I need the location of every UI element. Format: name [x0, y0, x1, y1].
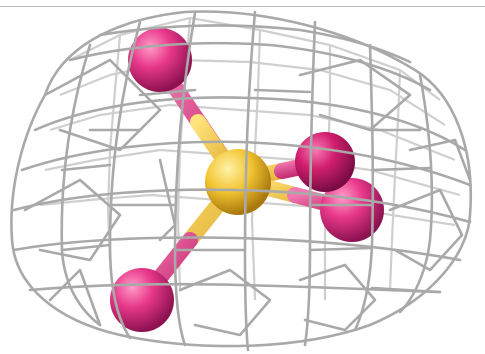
oxygen-atom	[320, 178, 384, 242]
oxygen-atom	[128, 28, 192, 92]
top-border	[0, 6, 485, 7]
oxygen-atom	[295, 132, 355, 192]
oxygen-atom	[110, 268, 174, 332]
sulfur-atom	[205, 149, 271, 215]
density-mesh-front	[10, 10, 472, 352]
